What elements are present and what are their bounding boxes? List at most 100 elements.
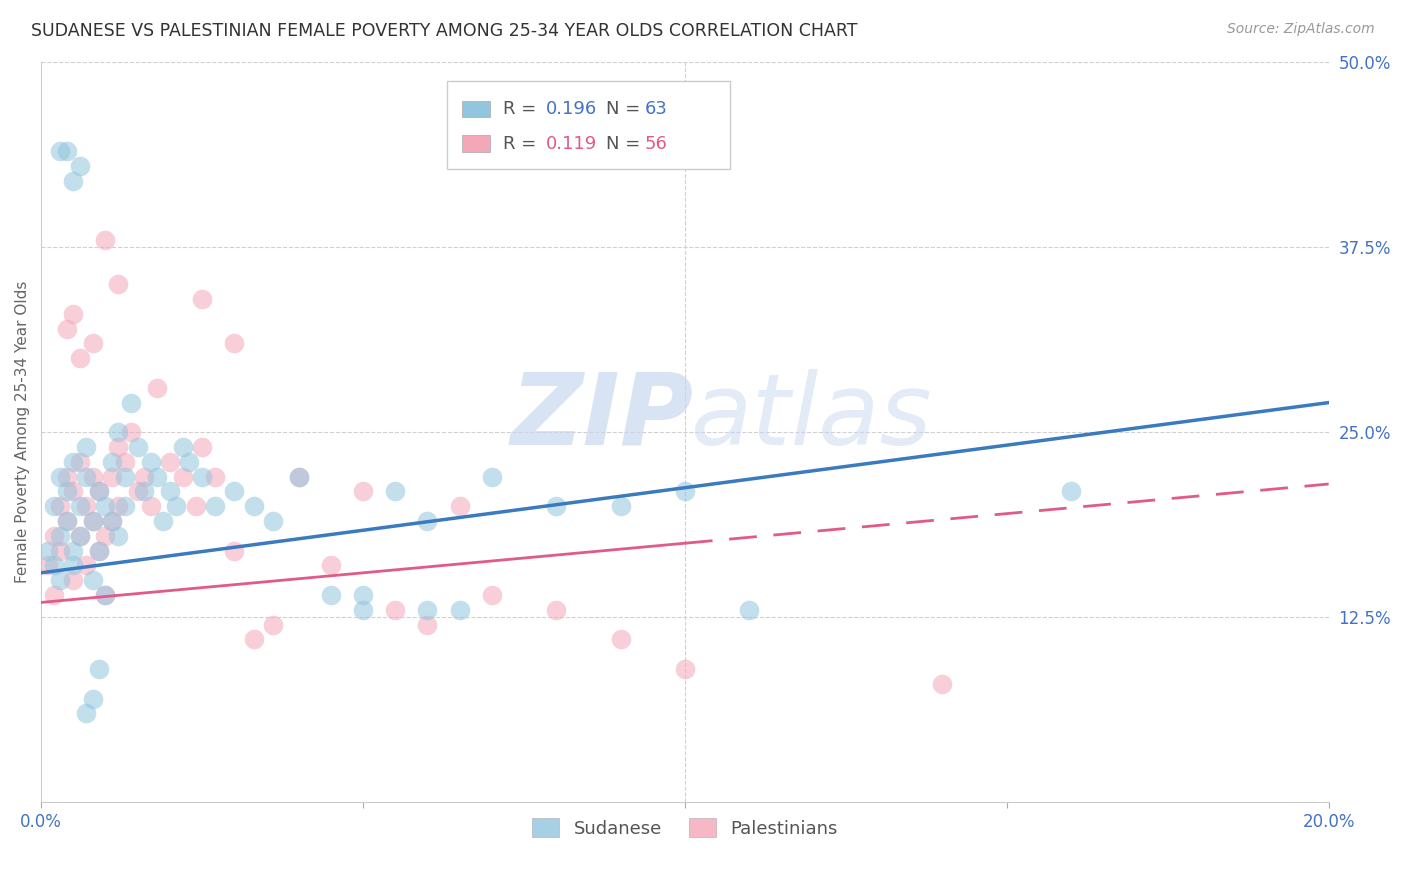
Point — [56, 514, 79, 528]
Text: atlas: atlas — [692, 369, 934, 466]
Point — [56, 321, 79, 335]
Point — [62, 455, 84, 469]
Point — [49, 573, 72, 587]
Point — [319, 588, 342, 602]
Point — [82, 514, 104, 528]
Point — [352, 588, 374, 602]
Point — [87, 484, 110, 499]
Point — [56, 514, 79, 528]
Text: N =: N = — [606, 135, 647, 153]
Point — [75, 500, 97, 514]
Point — [114, 500, 136, 514]
Text: ZIP: ZIP — [510, 369, 695, 466]
Point — [673, 662, 696, 676]
Point — [94, 500, 117, 514]
Point — [94, 529, 117, 543]
Point — [132, 469, 155, 483]
Legend: Sudanese, Palestinians: Sudanese, Palestinians — [524, 811, 845, 845]
Point — [49, 469, 72, 483]
Point — [384, 484, 406, 499]
Point — [165, 500, 187, 514]
Point — [738, 603, 761, 617]
Point — [62, 173, 84, 187]
Point — [62, 558, 84, 573]
Text: Source: ZipAtlas.com: Source: ZipAtlas.com — [1227, 22, 1375, 37]
Point — [42, 558, 65, 573]
Point — [42, 529, 65, 543]
Point — [416, 514, 439, 528]
Point — [114, 469, 136, 483]
Point — [107, 277, 129, 292]
Point — [62, 307, 84, 321]
Point — [352, 484, 374, 499]
Text: R =: R = — [503, 100, 543, 118]
Point — [224, 543, 246, 558]
Text: R =: R = — [503, 135, 543, 153]
Point — [87, 543, 110, 558]
Point — [139, 500, 162, 514]
Point — [69, 529, 91, 543]
Point — [546, 603, 568, 617]
Point — [449, 603, 471, 617]
Point — [127, 484, 149, 499]
Point — [37, 543, 59, 558]
Point — [262, 617, 284, 632]
Point — [159, 455, 181, 469]
Point — [107, 500, 129, 514]
Point — [75, 440, 97, 454]
Point — [75, 706, 97, 721]
Point — [101, 469, 124, 483]
Point — [87, 662, 110, 676]
Point — [204, 469, 226, 483]
Point — [262, 514, 284, 528]
Point — [75, 469, 97, 483]
Point — [416, 617, 439, 632]
Point — [69, 351, 91, 366]
Point — [56, 469, 79, 483]
Point — [107, 425, 129, 440]
Point — [101, 514, 124, 528]
Point — [82, 573, 104, 587]
Y-axis label: Female Poverty Among 25-34 Year Olds: Female Poverty Among 25-34 Year Olds — [15, 281, 30, 583]
Point — [172, 469, 194, 483]
Text: 0.119: 0.119 — [546, 135, 598, 153]
Point — [62, 484, 84, 499]
Point — [82, 691, 104, 706]
Point — [179, 455, 201, 469]
Point — [159, 484, 181, 499]
Point — [120, 395, 142, 409]
Point — [673, 484, 696, 499]
Point — [49, 543, 72, 558]
Point — [107, 529, 129, 543]
Point — [56, 484, 79, 499]
Point — [146, 381, 169, 395]
Point — [204, 500, 226, 514]
Point — [101, 514, 124, 528]
Point — [42, 588, 65, 602]
Point — [114, 455, 136, 469]
Point — [449, 500, 471, 514]
Point — [94, 588, 117, 602]
Text: 0.196: 0.196 — [546, 100, 598, 118]
Point — [352, 603, 374, 617]
Point — [82, 469, 104, 483]
Text: N =: N = — [606, 100, 647, 118]
Point — [242, 500, 264, 514]
Point — [69, 529, 91, 543]
Point — [56, 144, 79, 158]
Point — [49, 500, 72, 514]
Point — [546, 500, 568, 514]
Point — [69, 159, 91, 173]
Point — [82, 514, 104, 528]
Point — [94, 588, 117, 602]
Point — [101, 455, 124, 469]
Point — [152, 514, 174, 528]
Point — [287, 469, 309, 483]
Point — [224, 336, 246, 351]
Point — [191, 292, 214, 306]
Point — [191, 469, 214, 483]
Point — [481, 469, 503, 483]
Point — [69, 455, 91, 469]
Text: 63: 63 — [645, 100, 668, 118]
Point — [172, 440, 194, 454]
